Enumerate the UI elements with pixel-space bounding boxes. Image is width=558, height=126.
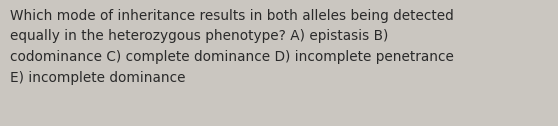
Text: Which mode of inheritance results in both alleles being detected
equally in the : Which mode of inheritance results in bot… — [10, 9, 454, 85]
